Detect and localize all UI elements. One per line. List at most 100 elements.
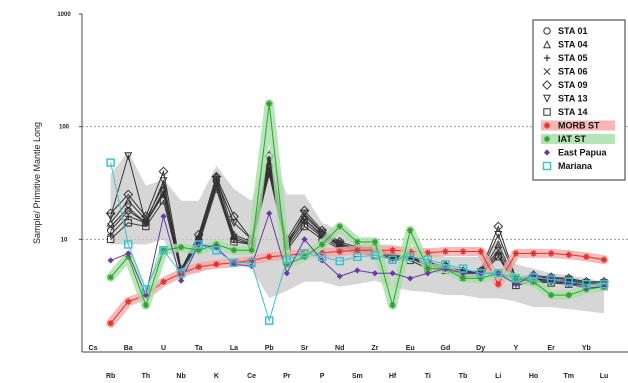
data-point (371, 270, 378, 277)
data-point (512, 250, 520, 257)
data-point (125, 253, 132, 260)
legend-marker (542, 161, 552, 171)
series-mariana (106, 158, 609, 325)
x-tick-label-top: Y (514, 345, 519, 352)
data-point (283, 270, 290, 277)
data-point (142, 222, 150, 231)
data-point (370, 251, 380, 260)
x-tick-label-top: Gd (441, 345, 451, 352)
data-point (159, 177, 168, 186)
data-point (583, 253, 590, 260)
data-point (125, 213, 132, 220)
x-tick-label-bottom: Ce (247, 373, 256, 380)
data-point (301, 236, 308, 243)
x-tick-label-bottom: Tm (564, 373, 575, 380)
data-point (212, 185, 221, 193)
data-point (247, 258, 256, 267)
data-point (441, 260, 450, 269)
data-point (195, 247, 202, 254)
legend-label: STA 09 (558, 80, 588, 90)
data-point (565, 251, 572, 258)
data-point (495, 280, 502, 288)
series-line (110, 162, 604, 323)
data-point (354, 238, 361, 246)
legend-label: STA 13 (558, 94, 588, 104)
data-point (388, 255, 397, 264)
data-point (176, 268, 186, 278)
data-point (105, 208, 116, 219)
x-tick-label-top: Nd (335, 345, 344, 352)
legend-marker (543, 122, 551, 129)
data-point (546, 275, 556, 284)
data-point (458, 264, 468, 273)
x-tick-label-bottom: Li (495, 373, 501, 380)
data-point (354, 267, 361, 274)
data-point (230, 247, 238, 254)
x-tick-label-top: La (230, 345, 238, 352)
legend-marker (542, 94, 552, 103)
x-tick-label-bottom: Ho (529, 373, 538, 380)
data-point (194, 240, 203, 249)
legend-marker (543, 67, 551, 76)
data-point (336, 223, 343, 230)
data-point (124, 219, 132, 227)
data-point (229, 258, 239, 267)
x-tick-label-top: Zr (371, 345, 378, 352)
legend-label: MORB ST (558, 121, 600, 131)
x-tick-label-bottom: P (320, 373, 325, 380)
data-point (424, 249, 431, 256)
data-point (424, 270, 431, 277)
legend-marker (543, 27, 551, 35)
data-point (476, 268, 485, 278)
data-point (124, 152, 133, 161)
data-point (389, 302, 396, 309)
data-point (106, 235, 115, 244)
legend-label: STA 01 (558, 26, 588, 36)
data-point (142, 292, 149, 299)
data-point (336, 248, 343, 255)
data-point (599, 279, 609, 289)
legend-marker (543, 135, 551, 143)
sample-envelope (110, 147, 604, 314)
y-tick-label: 10 (61, 237, 68, 243)
x-tick-label-bottom: Th (142, 373, 151, 380)
data-point (564, 275, 573, 284)
data-point (248, 257, 255, 264)
data-point (477, 275, 484, 282)
legend-marker (543, 54, 551, 62)
data-point (317, 252, 327, 262)
legend-label: Mariana (558, 161, 593, 171)
data-point (335, 239, 344, 248)
data-point (318, 241, 326, 248)
data-point (160, 278, 167, 285)
data-point (300, 209, 309, 218)
data-point (564, 277, 574, 287)
legend-marker (543, 108, 551, 116)
data-point (459, 275, 467, 282)
legend-label: STA 04 (558, 40, 588, 50)
data-point (511, 274, 521, 283)
data-point (124, 204, 132, 212)
data-point (107, 257, 114, 264)
x-tick-label-bottom: K (214, 373, 219, 380)
data-point (335, 256, 344, 266)
x-tick-label-top: Ta (195, 345, 203, 352)
data-point (494, 253, 502, 261)
data-point (582, 279, 591, 288)
series-iat-st (106, 99, 609, 310)
legend-band (541, 134, 615, 144)
x-tick-label-bottom: Rb (106, 373, 115, 380)
data-point (406, 227, 414, 234)
data-point (159, 197, 168, 205)
data-point (159, 246, 168, 255)
legend-label: STA 06 (558, 67, 588, 77)
data-point (158, 166, 169, 177)
x-tick-label-top: Yb (582, 345, 591, 352)
data-point (530, 278, 537, 285)
legend-label: East Papua (558, 148, 608, 158)
data-point (565, 291, 572, 299)
data-point (107, 274, 114, 281)
data-point (248, 247, 255, 254)
legend-marker (542, 40, 552, 49)
